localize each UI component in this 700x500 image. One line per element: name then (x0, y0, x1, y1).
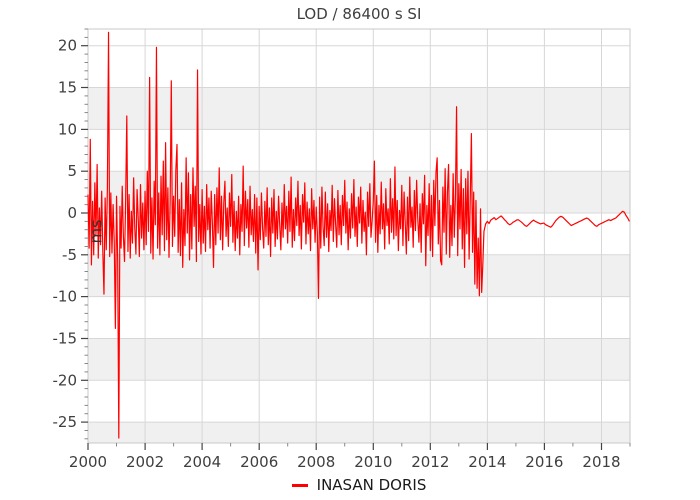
y-axis-label: ms (86, 219, 106, 244)
svg-text:-25: -25 (53, 413, 78, 431)
svg-text:-20: -20 (53, 371, 78, 389)
svg-text:2006: 2006 (240, 453, 278, 471)
svg-text:-15: -15 (53, 330, 78, 348)
legend-line-icon (291, 483, 308, 487)
svg-text:2010: 2010 (354, 453, 392, 471)
svg-text:2002: 2002 (126, 453, 164, 471)
svg-text:-10: -10 (53, 288, 78, 306)
svg-text:2014: 2014 (468, 453, 506, 471)
legend: INASAN DORIS (88, 476, 630, 494)
svg-text:20: 20 (58, 37, 77, 55)
svg-text:0: 0 (67, 204, 77, 222)
svg-text:10: 10 (58, 120, 77, 138)
svg-text:2016: 2016 (525, 453, 563, 471)
svg-text:2008: 2008 (297, 453, 335, 471)
svg-text:5: 5 (67, 162, 77, 180)
svg-text:2000: 2000 (69, 453, 107, 471)
chart-title: LOD / 86400 s SI (296, 5, 422, 23)
svg-text:2018: 2018 (582, 453, 620, 471)
legend-series-label: INASAN DORIS (316, 476, 427, 494)
svg-text:2012: 2012 (411, 453, 449, 471)
svg-text:15: 15 (58, 79, 77, 97)
svg-text:2004: 2004 (183, 453, 221, 471)
svg-text:-5: -5 (62, 246, 77, 264)
